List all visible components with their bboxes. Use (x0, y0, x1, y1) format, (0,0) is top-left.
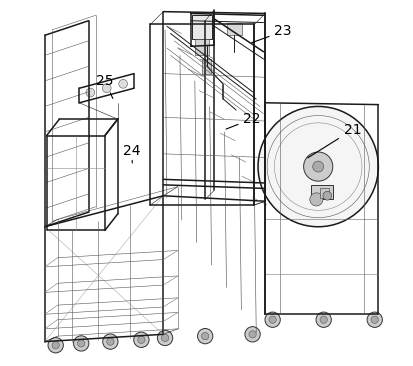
Circle shape (77, 340, 85, 347)
Circle shape (157, 330, 172, 346)
Circle shape (102, 334, 118, 349)
Text: 22: 22 (225, 112, 260, 129)
Bar (195, 39, 209, 55)
Circle shape (74, 336, 89, 351)
Bar (201, 59, 210, 74)
Circle shape (197, 328, 212, 344)
Circle shape (107, 338, 114, 345)
Circle shape (248, 330, 256, 338)
Bar (319, 188, 328, 198)
Circle shape (138, 336, 145, 343)
Text: 24: 24 (123, 143, 140, 163)
Circle shape (315, 312, 330, 327)
Bar (192, 15, 212, 39)
Circle shape (86, 88, 95, 97)
Circle shape (322, 191, 331, 200)
Circle shape (48, 337, 63, 353)
Text: 21: 21 (307, 123, 361, 158)
Circle shape (319, 316, 327, 324)
Circle shape (264, 312, 280, 327)
Circle shape (119, 79, 127, 88)
Bar (226, 23, 241, 36)
Circle shape (52, 341, 59, 349)
Circle shape (366, 312, 382, 327)
Text: 25: 25 (95, 74, 113, 98)
Circle shape (257, 107, 377, 227)
Circle shape (312, 161, 323, 172)
Circle shape (244, 327, 260, 342)
Circle shape (309, 193, 322, 206)
Text: 23: 23 (251, 24, 291, 43)
Circle shape (161, 334, 169, 341)
Circle shape (370, 316, 377, 324)
Bar (310, 185, 332, 199)
Circle shape (133, 332, 149, 347)
Circle shape (102, 84, 111, 93)
Circle shape (201, 332, 208, 340)
Circle shape (303, 152, 332, 181)
Circle shape (268, 316, 275, 324)
